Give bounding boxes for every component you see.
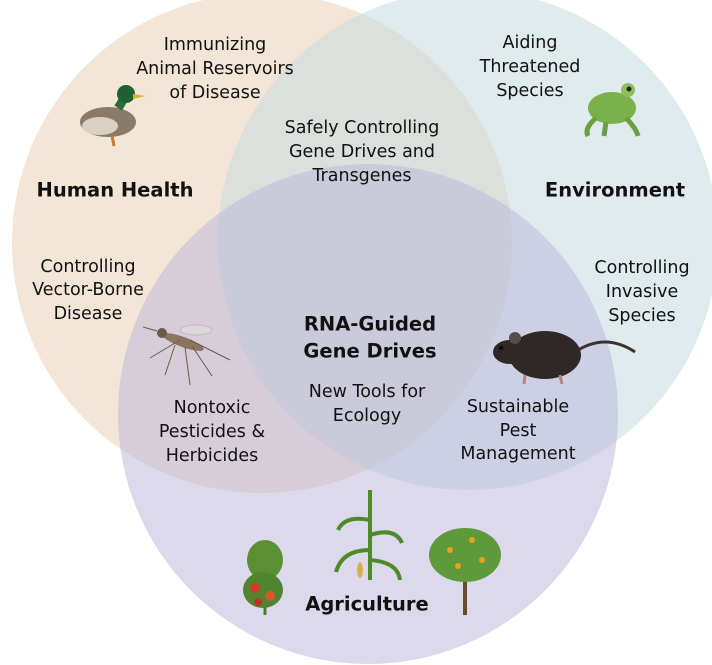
center-title: RNA-Guided <box>304 313 436 336</box>
region-text: Species <box>608 306 675 326</box>
region-text: of Disease <box>169 83 260 103</box>
region-text: Controlling <box>594 258 689 278</box>
region-text: Sustainable <box>467 397 569 417</box>
region-text: Animal Reservoirs <box>136 59 294 79</box>
region-text: Safely Controlling <box>285 118 440 138</box>
region-text: Invasive <box>606 282 678 302</box>
center-subtitle: Ecology <box>333 406 401 426</box>
center-title: Gene Drives <box>303 340 436 363</box>
region-text: Disease <box>54 304 123 324</box>
region-text: Pesticides & <box>159 422 266 442</box>
region-text: Vector-Borne <box>32 280 144 300</box>
center-subtitle: New Tools for <box>309 382 426 402</box>
region-text: Immunizing <box>164 35 267 55</box>
region-text: Transgenes <box>311 166 411 186</box>
region-text: Threatened <box>479 57 581 77</box>
region-text: Aiding <box>502 33 557 53</box>
region-text: Nontoxic <box>174 398 251 418</box>
set-label: Human Health <box>37 179 194 202</box>
venn-diagram: Human Health Environment Agriculture Imm… <box>0 0 712 665</box>
region-text: Herbicides <box>166 446 259 466</box>
region-text: Controlling <box>40 257 135 277</box>
region-text: Management <box>460 444 575 464</box>
region-text: Pest <box>500 421 537 441</box>
region-text: Gene Drives and <box>289 142 435 162</box>
set-label: Agriculture <box>305 593 429 616</box>
region-text: Species <box>496 81 563 101</box>
set-label: Environment <box>545 179 685 202</box>
